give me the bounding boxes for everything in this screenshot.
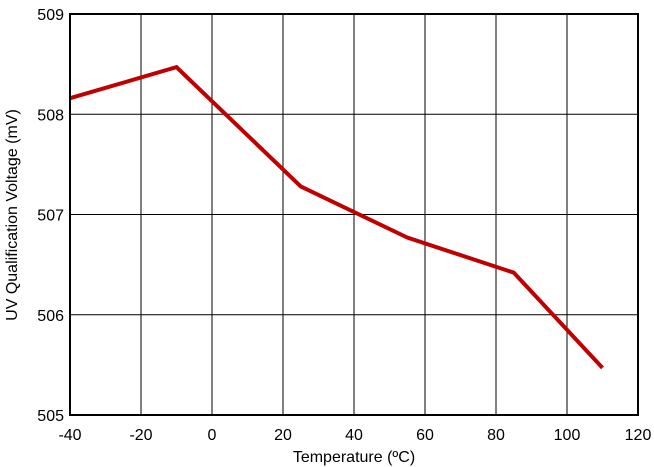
x-tick-label: 40	[345, 427, 363, 444]
x-tick-label: 20	[274, 427, 292, 444]
x-tick-label: 0	[208, 427, 217, 444]
y-tick-labels: 505 506 507 508 509	[37, 7, 64, 425]
y-tick-label: 507	[37, 208, 64, 225]
plot-frame	[69, 13, 639, 416]
y-tick-label: 506	[37, 308, 64, 325]
x-tick-labels: -40 -20 0 20 40 60 80 100 120	[58, 427, 651, 444]
series-line	[69, 64, 604, 370]
series-group	[69, 64, 604, 370]
y-tick-label: 509	[37, 7, 64, 24]
x-axis-title: Temperature (ºC)	[293, 449, 415, 466]
y-tick-label: 508	[37, 107, 64, 124]
x-tick-label: 80	[487, 427, 505, 444]
y-tick-label: 505	[37, 408, 64, 425]
x-tick-label: 120	[625, 427, 652, 444]
y-axis-title: UV Qualification Voltage (mV)	[4, 109, 21, 321]
x-tick-label: -40	[58, 427, 81, 444]
x-tick-label: 100	[554, 427, 581, 444]
x-tick-label: -20	[129, 427, 152, 444]
x-tick-label: 60	[416, 427, 434, 444]
